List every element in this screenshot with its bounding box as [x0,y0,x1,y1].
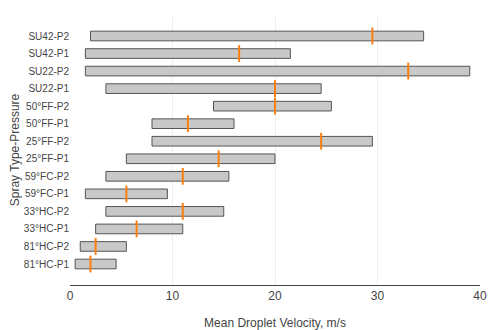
svg-text:33°HC-P2: 33°HC-P2 [24,206,70,217]
svg-text:0: 0 [67,289,74,303]
svg-text:50°FF-P1: 50°FF-P1 [26,118,69,129]
svg-text:81°HC-P2: 81°HC-P2 [24,241,70,252]
svg-text:SU22-P2: SU22-P2 [28,66,69,77]
svg-text:SU42-P1: SU42-P1 [28,48,69,59]
svg-text:30: 30 [371,289,385,303]
svg-text:SU22-P1: SU22-P1 [28,83,69,94]
svg-text:10: 10 [166,289,180,303]
svg-text:Mean Droplet Velocity, m/s: Mean Droplet Velocity, m/s [204,316,346,330]
svg-text:59°FC-P2: 59°FC-P2 [25,171,69,182]
svg-text:81°HC-P1: 81°HC-P1 [24,259,70,270]
svg-text:Spray Type-Pressure: Spray Type-Pressure [8,93,22,206]
svg-text:59°FC-P1: 59°FC-P1 [25,188,69,199]
svg-text:SU42-P2: SU42-P2 [28,31,69,42]
svg-text:40: 40 [473,289,487,303]
svg-text:50°FF-P2: 50°FF-P2 [26,101,69,112]
svg-text:20: 20 [268,289,282,303]
svg-text:33°HC-P1: 33°HC-P1 [24,223,70,234]
svg-text:25°FF-P2: 25°FF-P2 [26,136,69,147]
svg-text:25°FF-P1: 25°FF-P1 [26,153,69,164]
